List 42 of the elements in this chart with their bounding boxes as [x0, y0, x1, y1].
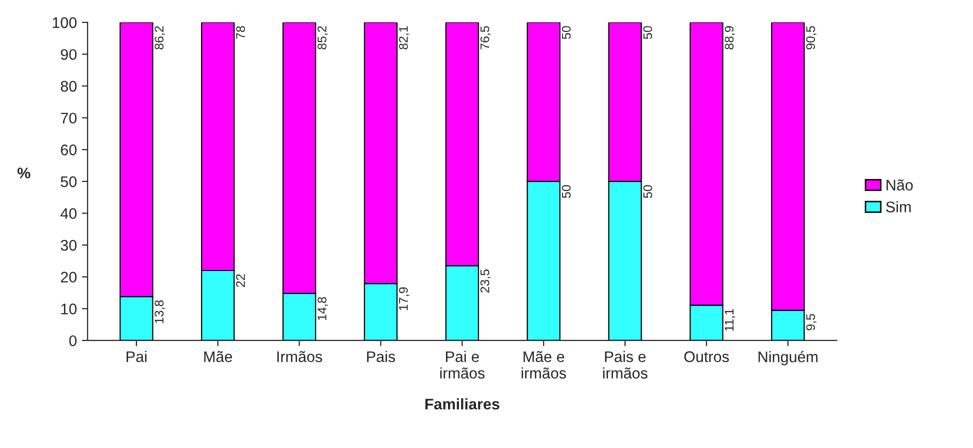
x-tick-label: Mãe [204, 351, 232, 362]
legend-label: Sim [886, 201, 911, 212]
x-tick-label: Irmãos [277, 351, 322, 362]
x-tick-label: Ninguém [758, 350, 818, 366]
data-label: 17,9 [398, 287, 410, 310]
y-tick-label: 80 [60, 80, 77, 92]
x-tick-label: Outros [684, 351, 729, 362]
data-label: 50 [562, 185, 571, 198]
data-label: 50 [562, 26, 571, 39]
data-label: 88,9 [724, 26, 736, 50]
y-tick-label: 10 [61, 304, 77, 314]
x-tick-label: Pais [367, 350, 396, 362]
legend-label: Não [886, 179, 913, 191]
data-label: 23,5 [480, 269, 491, 293]
data-label: 22 [236, 274, 245, 287]
data-label: 14,8 [318, 297, 328, 320]
y-tick-label: 50 [60, 176, 77, 188]
x-tick-label: Mãe e irmãos [522, 351, 566, 379]
data-label: 78 [236, 26, 245, 39]
data-label: 90,5 [806, 26, 816, 50]
x-tick-label: Pai e irmãos [440, 350, 485, 379]
data-label: 50 [643, 26, 652, 39]
data-label: 86,2 [154, 26, 166, 50]
data-label: 76,5 [480, 26, 491, 50]
y-tick-label: 90 [60, 49, 77, 60]
data-label: 82,1 [398, 26, 410, 50]
y-tick-label: 0 [69, 335, 77, 346]
y-tick-label: 20 [60, 272, 77, 283]
x-tick-label: Pai [126, 350, 146, 362]
y-tick-label: 60 [60, 144, 77, 156]
y-tick-label: 40 [60, 208, 77, 219]
y-tick-label: 100 [52, 17, 77, 28]
y-axis-title: % [17, 168, 30, 178]
data-label: 13,8 [154, 300, 166, 324]
y-tick-label: 30 [60, 240, 77, 251]
x-tick-label: Pais e irmãos [603, 350, 648, 379]
data-label: 9,5 [806, 314, 816, 330]
x-axis-title: Familiares [425, 398, 500, 410]
data-label: 50 [643, 185, 652, 198]
data-label: 85,2 [318, 26, 328, 50]
y-tick-label: 70 [60, 112, 77, 124]
data-label: 11,1 [724, 308, 736, 331]
